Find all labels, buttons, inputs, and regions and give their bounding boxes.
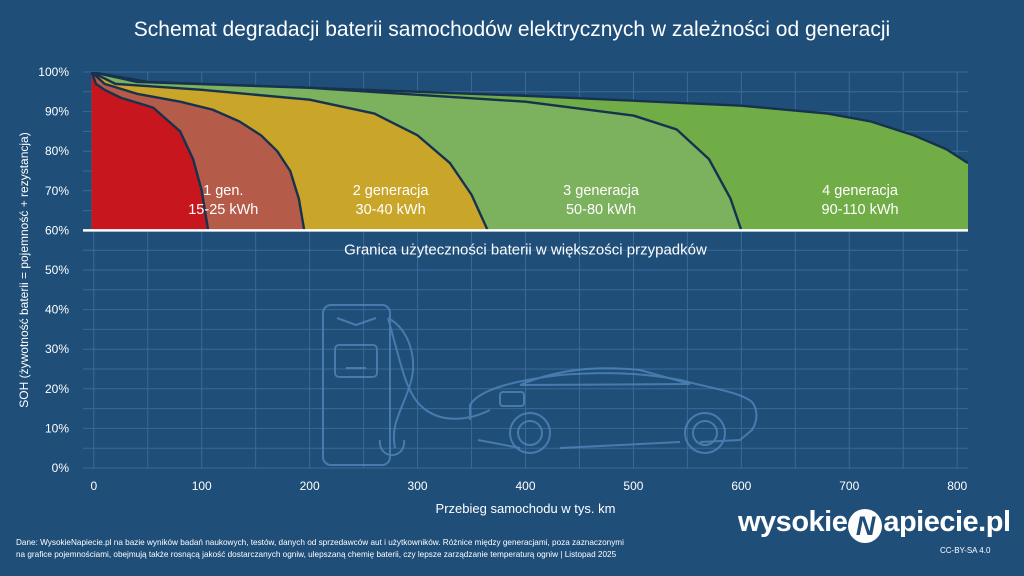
charger-body-icon bbox=[322, 304, 391, 466]
logo-letter-badge: N bbox=[848, 509, 883, 543]
logo-text-1: wysokie bbox=[738, 506, 848, 538]
license-label: CC-BY-SA 4.0 bbox=[940, 546, 991, 555]
source-footnote: Dane: WysokieNapiecie.pl na bazie wynikó… bbox=[16, 537, 716, 561]
footnote-line-2: na grafice pojemnościami, obejmują także… bbox=[16, 550, 617, 559]
usability-threshold-label: Granica użyteczności baterii w większośc… bbox=[344, 241, 707, 258]
y-axis-label: SOH (żywotność baterii = pojemność + rez… bbox=[17, 132, 31, 407]
series-area-0 bbox=[91, 72, 209, 231]
car-wheel-front-icon bbox=[509, 412, 551, 454]
series-line-1 bbox=[90, 72, 306, 231]
series-capacity-label: 15-25 kWh bbox=[188, 202, 258, 218]
x-axis-label: Przebieg samochodu w tys. km bbox=[436, 501, 616, 516]
x-tick-label: 600 bbox=[731, 479, 751, 493]
y-tick-label: 10% bbox=[45, 421, 69, 435]
y-tick-label: 60% bbox=[45, 223, 69, 237]
y-tick-label: 80% bbox=[45, 144, 69, 158]
x-tick-label: 800 bbox=[947, 479, 967, 493]
charging-cable-icon bbox=[387, 317, 414, 449]
series-name-label: 2 generacja bbox=[353, 183, 430, 199]
x-tick-label: 400 bbox=[515, 479, 535, 493]
series-line-3 bbox=[91, 72, 743, 231]
x-tick-label: 100 bbox=[192, 479, 212, 493]
charging-port-icon bbox=[499, 391, 525, 407]
y-tick-label: 100% bbox=[38, 65, 69, 79]
series-line-2 bbox=[91, 72, 489, 231]
series-line-0 bbox=[90, 72, 210, 231]
x-tick-label: 0 bbox=[90, 479, 97, 493]
x-tick-label: 500 bbox=[623, 479, 643, 493]
car-window-icon bbox=[519, 367, 691, 386]
chart-title: Schemat degradacji baterii samochodów el… bbox=[133, 18, 891, 41]
series-name-label: 1 gen. bbox=[203, 183, 243, 199]
y-tick-label: 30% bbox=[45, 342, 69, 356]
series-capacity-label: 50-80 kWh bbox=[566, 202, 636, 218]
series-name-label: 3 generacja bbox=[563, 183, 640, 199]
series-capacity-label: 30-40 kWh bbox=[356, 202, 426, 218]
y-tick-label: 70% bbox=[45, 184, 69, 198]
charger-lightning-icon bbox=[336, 317, 377, 327]
x-tick-label: 700 bbox=[839, 479, 859, 493]
charger-screen-icon bbox=[334, 344, 378, 378]
y-tick-label: 20% bbox=[45, 382, 69, 396]
y-tick-label: 0% bbox=[52, 461, 70, 475]
footnote-line-1: Dane: WysokieNapiecie.pl na bazie wynikó… bbox=[16, 538, 624, 547]
series-capacity-label: 90-110 kWh bbox=[822, 202, 899, 218]
logo-text-2: apiecie.pl bbox=[883, 506, 1011, 538]
series-name-label: 4 generacja bbox=[822, 183, 899, 199]
ev-charging-illustration bbox=[322, 304, 758, 466]
y-tick-label: 40% bbox=[45, 303, 69, 317]
y-tick-label: 90% bbox=[45, 105, 69, 119]
x-tick-label: 200 bbox=[300, 479, 320, 493]
car-wheel-rear-icon bbox=[684, 412, 726, 454]
x-tick-label: 300 bbox=[408, 479, 428, 493]
y-tick-label: 50% bbox=[45, 263, 69, 277]
